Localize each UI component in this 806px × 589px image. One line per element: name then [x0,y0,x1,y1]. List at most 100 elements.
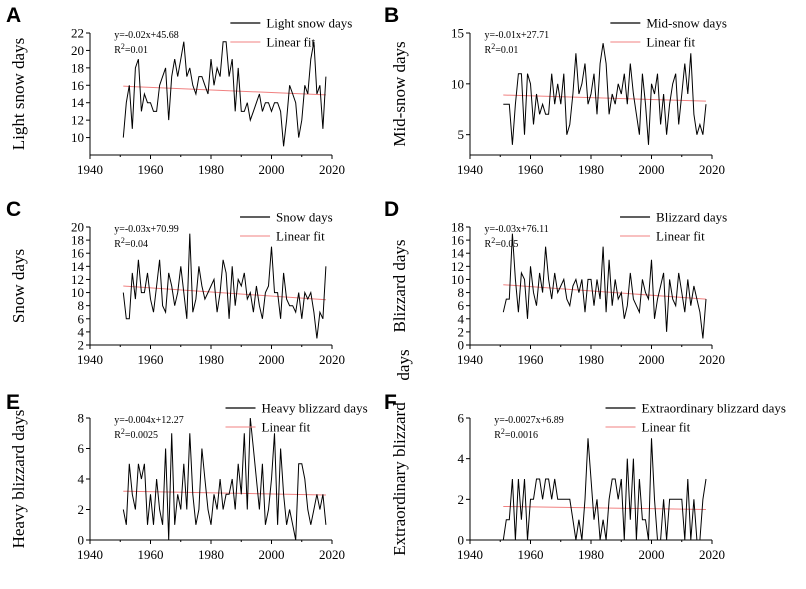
y-tick-label: 8 [458,285,465,300]
y-axis-label: Blizzard days [390,240,409,333]
r-squared: R2=0.0025 [114,427,158,441]
data-series-line [502,233,707,339]
x-tick-label: 1960 [518,352,544,367]
y-tick-label: 20 [71,220,84,235]
x-tick-label: 2000 [259,547,285,562]
x-tick-label: 2020 [319,547,345,562]
data-series-line [122,233,327,339]
x-tick-label: 1980 [578,547,604,562]
x-tick-label: 2020 [319,352,345,367]
data-series-line [502,438,707,541]
y-tick-label: 10 [451,76,464,91]
legend-fit-label: Linear fit [262,420,311,435]
y-axis-label: Extraordinary blizzard [390,402,409,556]
regression-equation: y=-0.03x+70.99 [114,224,179,235]
y-tick-label: 8 [78,411,85,426]
y-axis-label: Heavy blizzard days [9,410,28,549]
y-tick-label: 0 [78,533,85,548]
panel-b: B 1940 1960 1980 2000 2020 5 10 15 Mid-snow days y… [384,4,727,177]
panel-letter: B [384,4,399,27]
y-tick-label: 6 [458,411,465,426]
y-tick-label: 6 [78,441,85,456]
panel-letter: E [6,391,20,414]
data-series-line [122,417,327,541]
x-tick-label: 1940 [457,352,483,367]
y-tick-label: 4 [78,472,85,487]
x-tick-label: 2020 [699,352,725,367]
legend-series-label: Extraordinary blizzard days [642,401,786,416]
x-tick-label: 2000 [639,547,665,562]
y-axis-label: Mid-snow days [390,41,409,146]
y-tick-label: 16 [71,246,85,261]
regression-equation: y=-0.03x+76.11 [485,224,549,235]
r-squared: R2=0.05 [485,236,519,250]
y-tick-label: 0 [458,533,465,548]
legend-fit-label: Linear fit [276,229,325,244]
y-tick-label: 15 [451,26,464,41]
y-tick-label: 18 [71,60,84,75]
linear-fit-line [503,505,706,510]
x-tick-label: 2020 [699,162,725,177]
regression-equation: y=-0.004x+12.27 [114,415,184,426]
legend-fit-label: Linear fit [642,420,691,435]
x-tick-label: 1960 [518,547,544,562]
regression-equation: y=-0.01x+27.71 [485,30,550,41]
panel-f: F 1940 1960 1980 2000 2020 0 2 4 6 Extraordinary b… [384,391,786,562]
y-axis-label-fragment: days [394,349,413,380]
y-tick-label: 14 [71,95,85,110]
y-tick-label: 0 [458,338,465,353]
y-tick-label: 2 [458,324,465,339]
panel-a: A 1940 1960 1980 2000 2020 10 12 14 16 18 20 22 Light… [6,4,352,177]
r-squared: R2=0.01 [114,42,148,56]
y-tick-label: 10 [71,130,84,145]
legend-fit-label: Linear fit [266,35,315,50]
x-tick-label: 1960 [138,162,164,177]
regression-equation: y=-0.0027x+6.89 [494,415,564,426]
y-tick-label: 8 [78,298,85,313]
y-axis-label: Light snow days [9,38,28,150]
r-squared: R2=0.01 [485,42,519,56]
y-tick-label: 6 [458,298,465,313]
y-tick-label: 16 [71,78,85,93]
x-tick-label: 1940 [77,352,103,367]
x-tick-label: 1960 [518,162,544,177]
y-tick-label: 2 [78,338,85,353]
x-tick-label: 2000 [259,162,285,177]
legend-series-label: Heavy blizzard days [262,401,368,416]
y-tick-label: 5 [458,127,465,142]
legend-series-label: Mid-snow days [646,16,727,31]
y-tick-label: 2 [78,502,85,517]
y-tick-label: 18 [71,233,84,248]
x-tick-label: 1940 [77,162,103,177]
y-axis-label: Snow days [9,249,28,323]
y-tick-label: 10 [71,285,84,300]
x-tick-label: 2020 [699,547,725,562]
y-tick-label: 22 [71,26,84,41]
linear-fit-line [503,94,706,102]
y-tick-label: 4 [458,311,465,326]
x-tick-label: 1980 [198,162,224,177]
y-tick-label: 14 [451,246,465,261]
y-tick-label: 4 [78,324,85,339]
linear-fit-line [123,85,326,96]
x-tick-label: 1980 [198,547,224,562]
data-series-line [122,41,327,147]
legend-fit-label: Linear fit [646,35,695,50]
data-series-line [503,43,707,145]
legend-series-label: Light snow days [266,16,352,31]
x-tick-label: 1980 [578,162,604,177]
panel-letter: C [6,198,21,221]
y-tick-label: 20 [71,43,84,58]
y-tick-label: 14 [71,259,85,274]
legend-series-label: Blizzard days [656,210,727,225]
legend-fit-label: Linear fit [656,229,705,244]
linear-fit-line [123,285,326,301]
legend-series-label: Snow days [276,210,333,225]
y-tick-label: 10 [451,272,464,287]
y-tick-label: 12 [451,259,464,274]
x-tick-label: 1940 [77,547,103,562]
x-tick-label: 1940 [457,547,483,562]
